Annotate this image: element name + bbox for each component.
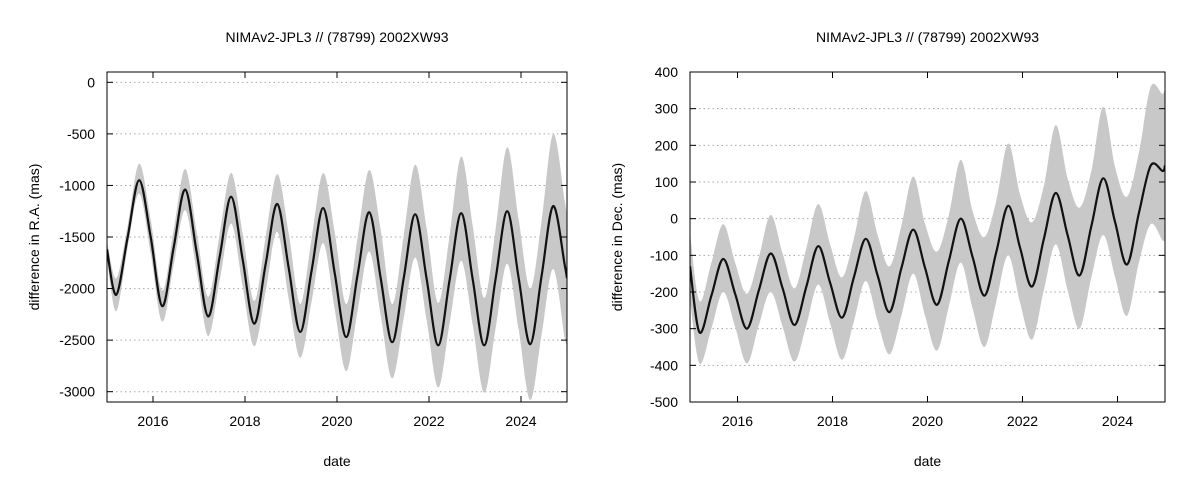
y-tick-label: -300 <box>650 321 678 337</box>
x-tick-label: 2018 <box>817 413 848 429</box>
difference-line-0 <box>690 162 1165 334</box>
y-tick-label: -500 <box>67 126 95 142</box>
x-tick-label: 2018 <box>229 413 260 429</box>
chart-title: NIMAv2-JPL3 // (78799) 2002XW93 <box>225 29 448 45</box>
x-tick-label: 2016 <box>722 413 753 429</box>
y-tick-label: -1000 <box>59 177 95 193</box>
y-tick-label: -200 <box>650 284 678 300</box>
y-tick-label: -400 <box>650 357 678 373</box>
x-tick-label: 2020 <box>321 413 352 429</box>
y-tick-label: 100 <box>655 174 679 190</box>
x-axis-label: date <box>914 453 941 469</box>
y-tick-label: 200 <box>655 137 679 153</box>
y-tick-label: -2500 <box>59 332 95 348</box>
y-tick-label: 400 <box>655 64 679 80</box>
x-tick-label: 2022 <box>1007 413 1038 429</box>
y-tick-label: 300 <box>655 101 679 117</box>
x-tick-label: 2024 <box>1102 413 1133 429</box>
y-axis-label: difference in R.A. (mas) <box>26 164 42 311</box>
y-tick-label: -2000 <box>59 281 95 297</box>
y-tick-label: 0 <box>670 211 678 227</box>
x-tick-label: 2022 <box>413 413 444 429</box>
y-tick-label: -100 <box>650 247 678 263</box>
x-tick-label: 2020 <box>912 413 943 429</box>
uncertainty-band-0 <box>690 83 1165 365</box>
uncertainty-band-0 <box>107 133 567 400</box>
y-tick-label: -1500 <box>59 229 95 245</box>
y-tick-label: -3000 <box>59 384 95 400</box>
x-axis-label: date <box>323 453 350 469</box>
ra-difference-chart: -3000 -2500 -2000 -1500 -1000 -500 0 2016 2018 20… <box>26 29 568 469</box>
plot-area <box>690 83 1165 365</box>
plot-area <box>107 133 567 400</box>
x-tick-label: 2016 <box>137 413 168 429</box>
y-tick-label: 0 <box>87 74 95 90</box>
y-tick-label: -500 <box>650 394 678 410</box>
dec-difference-chart: -500 -400 -300 -200 -100 0 100 200 300 400 2016 201… <box>609 29 1166 469</box>
x-tick-label: 2024 <box>505 413 536 429</box>
y-axis-label: difference in Dec. (mas) <box>609 163 625 311</box>
chart-title: NIMAv2-JPL3 // (78799) 2002XW93 <box>816 29 1039 45</box>
difference-line-0 <box>107 179 567 347</box>
